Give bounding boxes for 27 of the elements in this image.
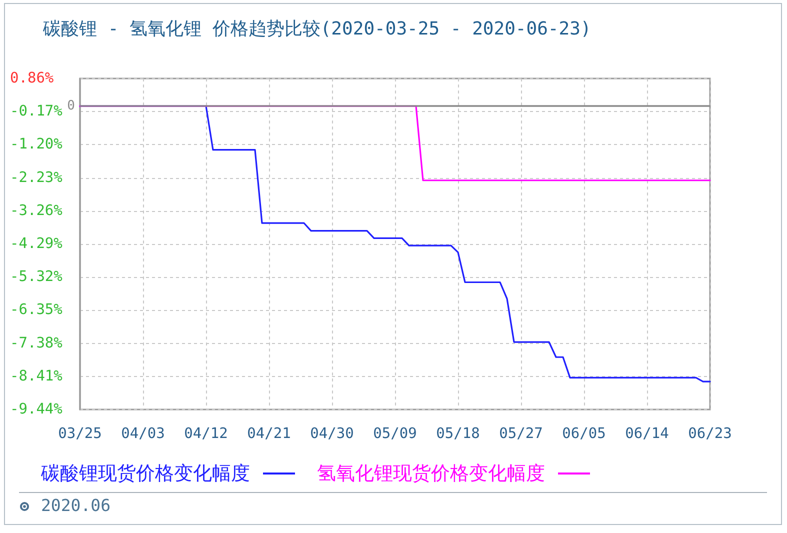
x-tick-label: 04/30	[310, 426, 354, 442]
y-tick-label: 0.86%	[10, 70, 54, 86]
y-tick-label: -2.23%	[10, 170, 63, 186]
x-tick-label: 04/12	[184, 426, 228, 442]
y-tick-label: -9.44%	[10, 402, 63, 418]
y-tick-label: -1.20%	[10, 136, 63, 153]
x-tick-label: 06/14	[625, 426, 670, 442]
x-tick-label: 04/21	[247, 426, 291, 442]
x-tick-label: 06/05	[562, 426, 606, 442]
legend-label: 碳酸锂现货价格变化幅度	[40, 462, 250, 484]
y-tick-label: -8.41%	[10, 368, 63, 384]
y-tick-label: -0.17%	[10, 104, 63, 120]
x-tick-label: 05/18	[436, 426, 480, 442]
y-tick-label: -6.35%	[10, 302, 63, 318]
y-tick-label: -4.29%	[10, 236, 63, 252]
y-tick-label: -7.38%	[10, 335, 63, 352]
legend-label: 氢氧化锂现货价格变化幅度	[317, 462, 545, 484]
x-tick-label: 05/27	[499, 426, 543, 442]
chart-title: 碳酸锂 - 氢氧化锂 价格趋势比较(2020-03-25 - 2020-06-23)	[42, 18, 592, 40]
y-tick-label: -5.32%	[10, 269, 63, 286]
x-tick-label: 04/03	[121, 426, 165, 442]
x-tick-label: 05/09	[373, 426, 417, 442]
x-tick-label: 03/25	[58, 426, 102, 442]
x-tick-label: 06/23	[688, 426, 732, 442]
ref-line-label: 0	[67, 98, 75, 114]
y-tick-label: -3.26%	[10, 202, 63, 219]
text: 2020.06	[41, 496, 111, 515]
